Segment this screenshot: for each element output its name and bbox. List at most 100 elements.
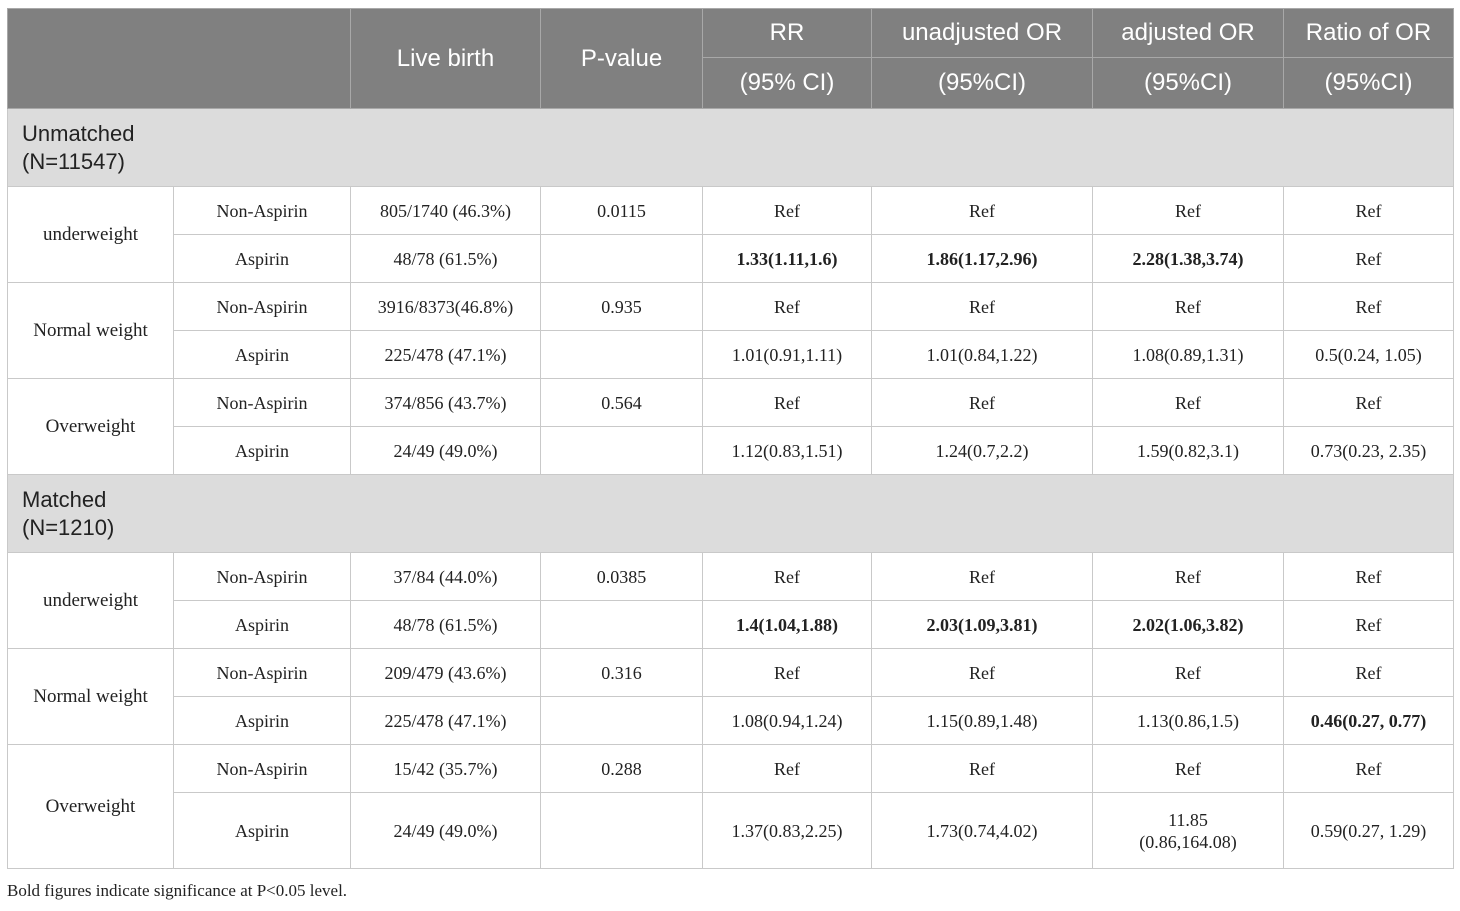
section-title: Matched (N=1210) — [7, 474, 1454, 553]
adjusted-or-cell: 2.28(1.38,3.74) — [1092, 234, 1284, 283]
group-label: Overweight — [7, 378, 174, 475]
unadjusted-or-cell: Ref — [871, 378, 1093, 427]
adjusted-or-cell: Ref — [1092, 282, 1284, 331]
ratio-or-cell: Ref — [1283, 744, 1454, 793]
rr-cell: Ref — [702, 282, 872, 331]
live-birth-cell: 209/479 (43.6%) — [350, 648, 541, 697]
treatment-cell: Aspirin — [173, 696, 351, 745]
rr-cell: Ref — [702, 648, 872, 697]
treatment-cell: Non-Aspirin — [173, 378, 351, 427]
table-row: Aspirin 48/78 (61.5%) 1.4(1.04,1.88) 2.0… — [8, 600, 1454, 649]
rr-cell: 1.4(1.04,1.88) — [702, 600, 872, 649]
live-birth-cell: 225/478 (47.1%) — [350, 696, 541, 745]
rr-cell: 1.01(0.91,1.11) — [702, 330, 872, 379]
header-ratio-ci: (95%CI) — [1283, 57, 1454, 109]
p-value-cell: 0.564 — [540, 378, 703, 427]
adjusted-or-cell: 1.13(0.86,1.5) — [1092, 696, 1284, 745]
table-row: underweight Non-Aspirin 37/84 (44.0%) 0.… — [7, 552, 1454, 649]
p-value-cell — [540, 330, 703, 379]
table-row: Overweight Non-Aspirin 374/856 (43.7%) 0… — [7, 378, 1454, 475]
unadjusted-or-cell: 1.24(0.7,2.2) — [871, 426, 1093, 475]
unadjusted-or-cell: 1.73(0.74,4.02) — [871, 792, 1093, 869]
treatment-cell: Aspirin — [173, 330, 351, 379]
treatment-cell: Aspirin — [173, 426, 351, 475]
unadjusted-or-cell: Ref — [871, 186, 1093, 235]
header-blank-cell — [7, 8, 351, 109]
table-row: Aspirin 225/478 (47.1%) 1.08(0.94,1.24) … — [8, 696, 1454, 745]
adjusted-or-cell: 2.02(1.06,3.82) — [1092, 600, 1284, 649]
rr-cell: Ref — [702, 378, 872, 427]
treatment-cell: Aspirin — [173, 792, 351, 869]
ratio-or-cell: Ref — [1283, 648, 1454, 697]
significant-value: 1.33(1.11,1.6) — [736, 248, 838, 269]
unadjusted-or-cell: Ref — [871, 648, 1093, 697]
significant-value: 1.4(1.04,1.88) — [736, 614, 838, 635]
rr-cell: 1.37(0.83,2.25) — [702, 792, 872, 869]
header-unadjusted-or: unadjusted OR — [871, 8, 1093, 58]
adjusted-or-cell: 11.85 (0.86,164.08) — [1092, 792, 1284, 869]
live-birth-cell: 374/856 (43.7%) — [350, 378, 541, 427]
adjusted-or-cell: 1.59(0.82,3.1) — [1092, 426, 1284, 475]
unadjusted-or-cell: 2.03(1.09,3.81) — [871, 600, 1093, 649]
p-value-cell — [540, 792, 703, 869]
p-value-cell: 0.0385 — [540, 552, 703, 601]
header-row-2: (95% CI) (95%CI) (95%CI) (95%CI) — [8, 57, 1454, 109]
header-rr: RR — [702, 8, 872, 58]
rr-cell: Ref — [702, 744, 872, 793]
treatment-cell: Non-Aspirin — [173, 186, 351, 235]
live-birth-cell: 24/49 (49.0%) — [350, 426, 541, 475]
header-live-birth: Live birth — [350, 8, 541, 109]
unadjusted-or-cell: Ref — [871, 744, 1093, 793]
header-row-1: Live birth P-value RR unadjusted OR adju… — [7, 8, 1454, 109]
treatment-cell: Aspirin — [173, 234, 351, 283]
table-row: Aspirin 24/49 (49.0%) 1.12(0.83,1.51) 1.… — [8, 426, 1454, 475]
unadjusted-or-cell: 1.86(1.17,2.96) — [871, 234, 1093, 283]
table-row: underweight Non-Aspirin 805/1740 (46.3%)… — [7, 186, 1454, 283]
significant-value: 0.46(0.27, 0.77) — [1310, 710, 1427, 731]
results-table: Live birth P-value RR unadjusted OR adju… — [7, 8, 1454, 869]
header-unadjusted-ci: (95%CI) — [871, 57, 1093, 109]
header-adjusted-ci: (95%CI) — [1092, 57, 1284, 109]
rr-cell: Ref — [702, 186, 872, 235]
ratio-or-cell: 0.5(0.24, 1.05) — [1283, 330, 1454, 379]
significant-value: 2.03(1.09,3.81) — [926, 614, 1038, 635]
section-matched: Matched (N=1210) — [7, 474, 1454, 553]
live-birth-cell: 225/478 (47.1%) — [350, 330, 541, 379]
adjusted-or-cell: Ref — [1092, 648, 1284, 697]
live-birth-cell: 805/1740 (46.3%) — [350, 186, 541, 235]
table-row: Overweight Non-Aspirin 15/42 (35.7%) 0.2… — [7, 744, 1454, 869]
live-birth-cell: 48/78 (61.5%) — [350, 600, 541, 649]
live-birth-cell: 24/49 (49.0%) — [350, 792, 541, 869]
table-row: Normal weight Non-Aspirin 3916/8373(46.8… — [7, 282, 1454, 379]
rr-cell: Ref — [702, 552, 872, 601]
treatment-cell: Non-Aspirin — [173, 744, 351, 793]
header-p-value: P-value — [540, 8, 703, 109]
live-birth-cell: 37/84 (44.0%) — [350, 552, 541, 601]
adjusted-or-cell: Ref — [1092, 552, 1284, 601]
rr-cell: 1.12(0.83,1.51) — [702, 426, 872, 475]
header-ratio-of-or: Ratio of OR — [1283, 8, 1454, 58]
group-label: Overweight — [7, 744, 174, 869]
header-adjusted-or: adjusted OR — [1092, 8, 1284, 58]
group-label: Normal weight — [7, 282, 174, 379]
ratio-or-cell: Ref — [1283, 234, 1454, 283]
p-value-cell: 0.0115 — [540, 186, 703, 235]
header-rr-ci: (95% CI) — [702, 57, 872, 109]
live-birth-cell: 3916/8373(46.8%) — [350, 282, 541, 331]
group-label: underweight — [7, 552, 174, 649]
ratio-or-cell: 0.73(0.23, 2.35) — [1283, 426, 1454, 475]
significant-value: 2.28(1.38,3.74) — [1132, 248, 1244, 269]
group-label: underweight — [7, 186, 174, 283]
treatment-cell: Aspirin — [173, 600, 351, 649]
adjusted-or-cell: Ref — [1092, 186, 1284, 235]
ratio-or-cell: 0.46(0.27, 0.77) — [1283, 696, 1454, 745]
rr-cell: 1.33(1.11,1.6) — [702, 234, 872, 283]
p-value-cell — [540, 234, 703, 283]
ratio-or-cell: Ref — [1283, 552, 1454, 601]
adjusted-or-cell: 1.08(0.89,1.31) — [1092, 330, 1284, 379]
significant-value: 1.86(1.17,2.96) — [926, 248, 1038, 269]
ratio-or-cell: Ref — [1283, 600, 1454, 649]
live-birth-cell: 48/78 (61.5%) — [350, 234, 541, 283]
table-row: Aspirin 48/78 (61.5%) 1.33(1.11,1.6) 1.8… — [8, 234, 1454, 283]
unadjusted-or-cell: Ref — [871, 552, 1093, 601]
